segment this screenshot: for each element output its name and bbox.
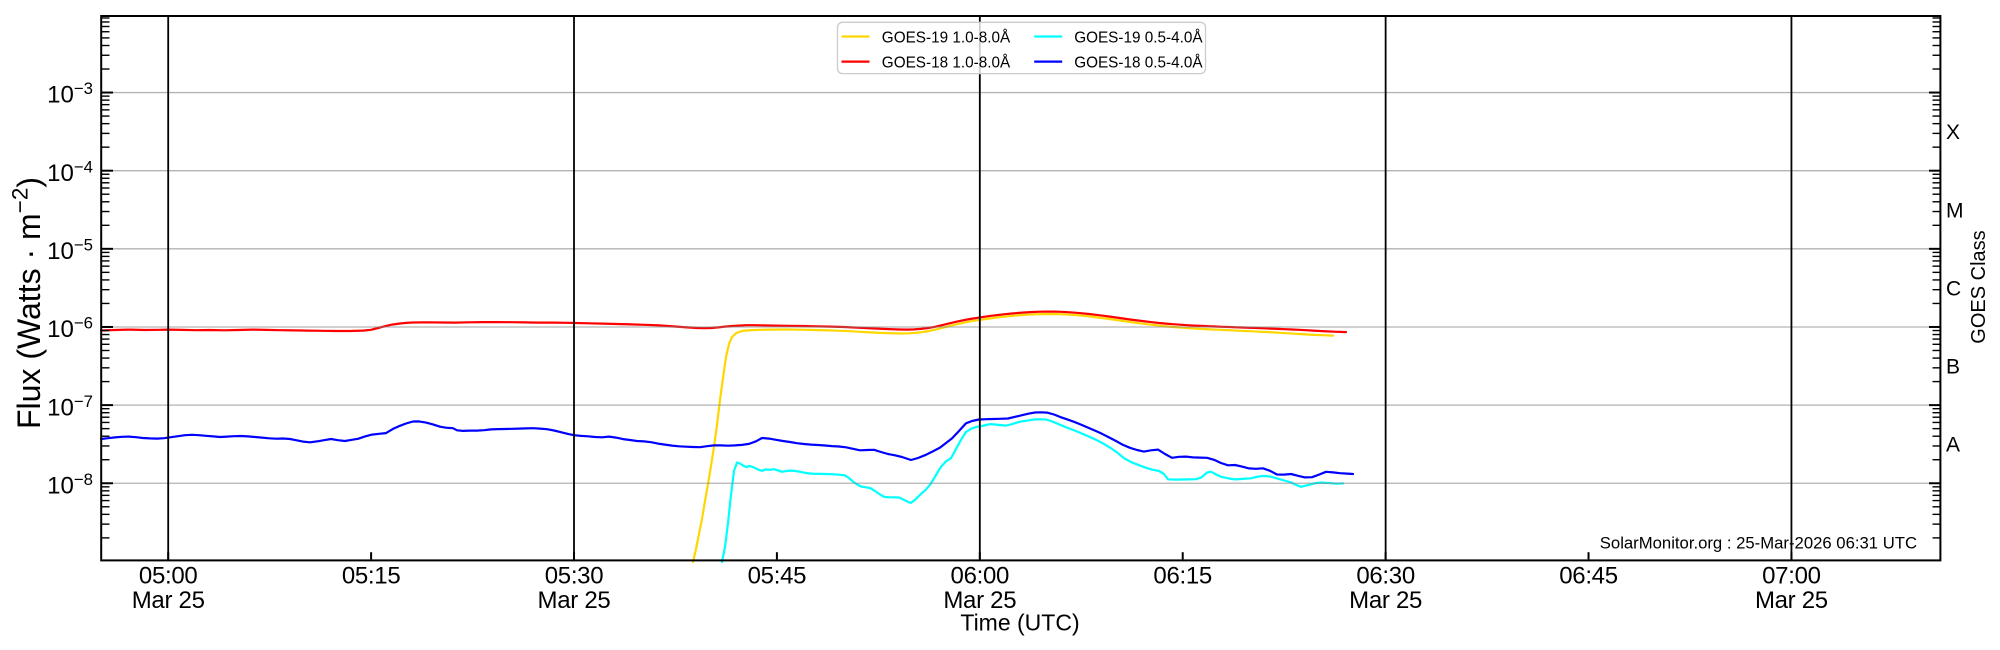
svg-text:GOES-19 1.0-8.0Å: GOES-19 1.0-8.0Å [882,29,1011,46]
svg-text:06:15: 06:15 [1153,562,1212,589]
svg-text:06:45: 06:45 [1559,562,1618,589]
svg-text:05:15: 05:15 [342,562,401,589]
svg-text:Mar 25: Mar 25 [943,587,1016,614]
svg-text:Flux (Watts · m−2): Flux (Watts · m−2) [8,177,48,429]
svg-text:Mar 25: Mar 25 [538,587,611,614]
svg-text:07:00: 07:00 [1762,562,1821,589]
svg-text:06:00: 06:00 [951,562,1010,589]
svg-text:Mar 25: Mar 25 [1755,587,1828,614]
svg-text:A: A [1946,434,1960,457]
svg-text:05:00: 05:00 [139,562,198,589]
svg-text:C: C [1946,277,1961,300]
svg-text:M: M [1946,199,1964,222]
svg-text:05:30: 05:30 [545,562,604,589]
svg-text:GOES-19 0.5-4.0Å: GOES-19 0.5-4.0Å [1074,29,1203,46]
svg-text:X: X [1946,121,1960,144]
svg-text:05:45: 05:45 [748,562,807,589]
svg-text:Mar 25: Mar 25 [1349,587,1422,614]
svg-text:GOES-18 1.0-8.0Å: GOES-18 1.0-8.0Å [882,55,1011,72]
svg-text:Mar 25: Mar 25 [132,587,205,614]
svg-text:Time (UTC): Time (UTC) [960,610,1079,636]
svg-text:GOES Class: GOES Class [1968,230,1990,343]
svg-text:B: B [1946,356,1960,379]
svg-text:10−8: 10−8 [47,470,93,500]
svg-text:SolarMonitor.org : 25-Mar-2026: SolarMonitor.org : 25-Mar-2026 06:31 UTC [1600,533,1917,552]
svg-text:06:30: 06:30 [1356,562,1415,589]
svg-text:GOES-18 0.5-4.0Å: GOES-18 0.5-4.0Å [1074,55,1203,72]
